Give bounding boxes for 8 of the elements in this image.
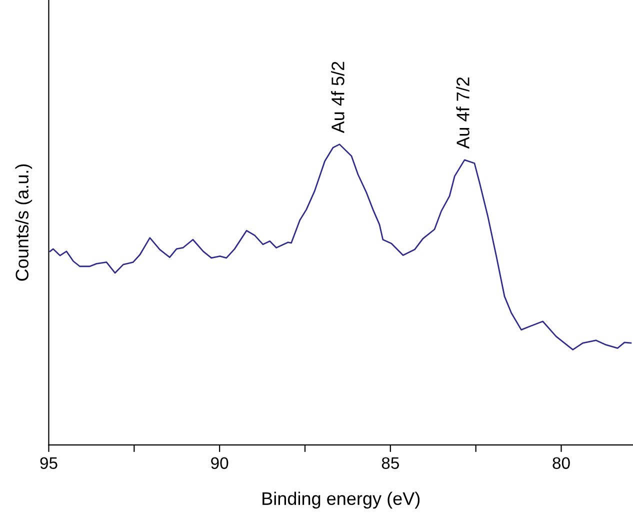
- x-tick-label: 90: [211, 457, 228, 470]
- annotation: Au 4f 7/2: [456, 77, 470, 149]
- x-tick-label: 95: [40, 457, 58, 470]
- x-axis-title: Binding energy (eV): [262, 492, 420, 509]
- x-tick-label: 85: [382, 457, 399, 470]
- y-axis-title: Counts/s (a.u.): [15, 164, 32, 281]
- annotation: Au 4f 5/2: [331, 62, 344, 134]
- x-tick-label: 80: [552, 457, 570, 470]
